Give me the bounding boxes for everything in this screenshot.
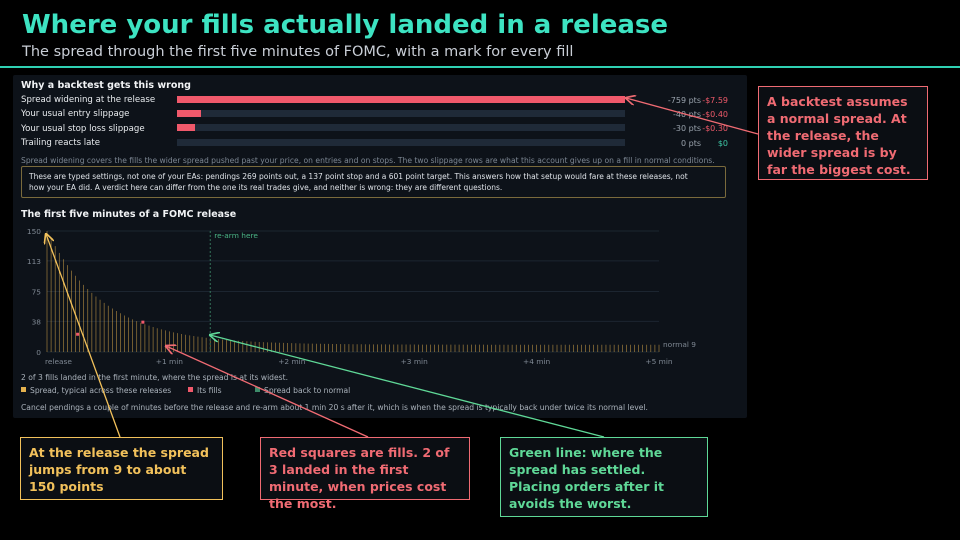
- legend-swatch: [255, 387, 260, 392]
- x-tick-label: +4 min: [523, 357, 550, 366]
- cost-row-label: Spread widening at the release: [21, 95, 156, 105]
- callout-rearm: Green line: where the spread has settled…: [500, 437, 708, 517]
- legend-label: Spread, typical across these releases: [30, 386, 172, 395]
- y-tick-label: 150: [27, 227, 41, 236]
- callout-fills: Red squares are fills. 2 of 3 landed in …: [260, 437, 470, 511]
- legend-swatch: [21, 387, 26, 392]
- cost-row-dollars: $0: [717, 139, 728, 148]
- settings-text: how your EA did. A verdict here can diff…: [29, 183, 503, 192]
- normal-label: normal 9: [663, 340, 696, 349]
- report-panel: Why a backtest gets this wrong Spread wi…: [13, 75, 747, 418]
- fill-marker: [141, 320, 145, 324]
- backtest-heading: Why a backtest gets this wrong: [21, 80, 191, 91]
- spread-chart: re-arm here normal 9 0 38 75 113 150 release…: [27, 227, 696, 366]
- legend-item-fills: Its fills: [188, 386, 222, 395]
- legend-label: Its fills: [197, 386, 222, 395]
- y-tick-label: 0: [36, 348, 41, 357]
- cost-row-label: Trailing reacts late: [21, 138, 101, 148]
- cost-row-label: Your usual entry slippage: [21, 109, 130, 119]
- legend-item-spread: Spread, typical across these releases: [21, 386, 171, 395]
- page-subtitle: The spread through the first five minute…: [22, 44, 574, 60]
- cost-bar-track: [177, 110, 625, 117]
- y-tick-label: 38: [32, 317, 42, 326]
- cost-row-points: 0 pts: [680, 139, 701, 148]
- cost-bar-track: [177, 124, 625, 131]
- y-tick-label: 113: [27, 257, 41, 266]
- legend-label: Spread back to normal: [264, 386, 351, 395]
- x-axis-ticks: release +1 min +2 min +3 min +4 min +5 min: [45, 357, 673, 366]
- callout-spread-jump: At the release the spread jumps from 9 t…: [20, 437, 223, 500]
- settings-text: These are typed settings, not one of you…: [29, 172, 688, 181]
- cost-bar: [177, 124, 195, 131]
- cost-row-dollars: -$0.30: [702, 124, 728, 133]
- y-tick-label: 75: [32, 288, 42, 297]
- cost-bar-track: [177, 96, 625, 103]
- cost-bar: [177, 110, 201, 117]
- fill-marker: [76, 332, 80, 336]
- legend-item-normal: Spread back to normal: [255, 386, 350, 395]
- settings-box: These are typed settings, not one of you…: [21, 166, 726, 198]
- x-tick-label: +1 min: [156, 357, 183, 366]
- x-tick-label: release: [45, 357, 72, 366]
- title-divider: [0, 66, 960, 68]
- fill-markers: [76, 320, 145, 336]
- chart-caption: 2 of 3 fills landed in the first minute,…: [21, 373, 289, 382]
- rearm-label: re-arm here: [214, 231, 258, 240]
- x-tick-label: +2 min: [278, 357, 305, 366]
- cost-bar-track: [177, 139, 625, 146]
- chart-grid: [47, 230, 659, 353]
- chart-heading: The first five minutes of a FOMC release: [21, 209, 237, 220]
- cost-row-label: Your usual stop loss slippage: [21, 124, 145, 134]
- cost-row-dollars: -$0.40: [702, 110, 728, 119]
- widening-note: Spread widening covers the fills the wid…: [21, 156, 715, 165]
- cost-bar: [177, 96, 625, 103]
- page-title: Where your fills actually landed in a re…: [22, 10, 669, 40]
- callout-backtest-assumption: A backtest assumes a normal spread. At t…: [758, 86, 928, 180]
- chart-footer: Cancel pendings a couple of minutes befo…: [21, 403, 648, 412]
- x-tick-label: +5 min: [645, 357, 672, 366]
- y-axis-ticks: 0 38 75 113 150: [27, 227, 41, 357]
- legend-swatch: [188, 387, 193, 392]
- cost-row-dollars: -$7.59: [702, 96, 728, 105]
- x-tick-label: +3 min: [401, 357, 428, 366]
